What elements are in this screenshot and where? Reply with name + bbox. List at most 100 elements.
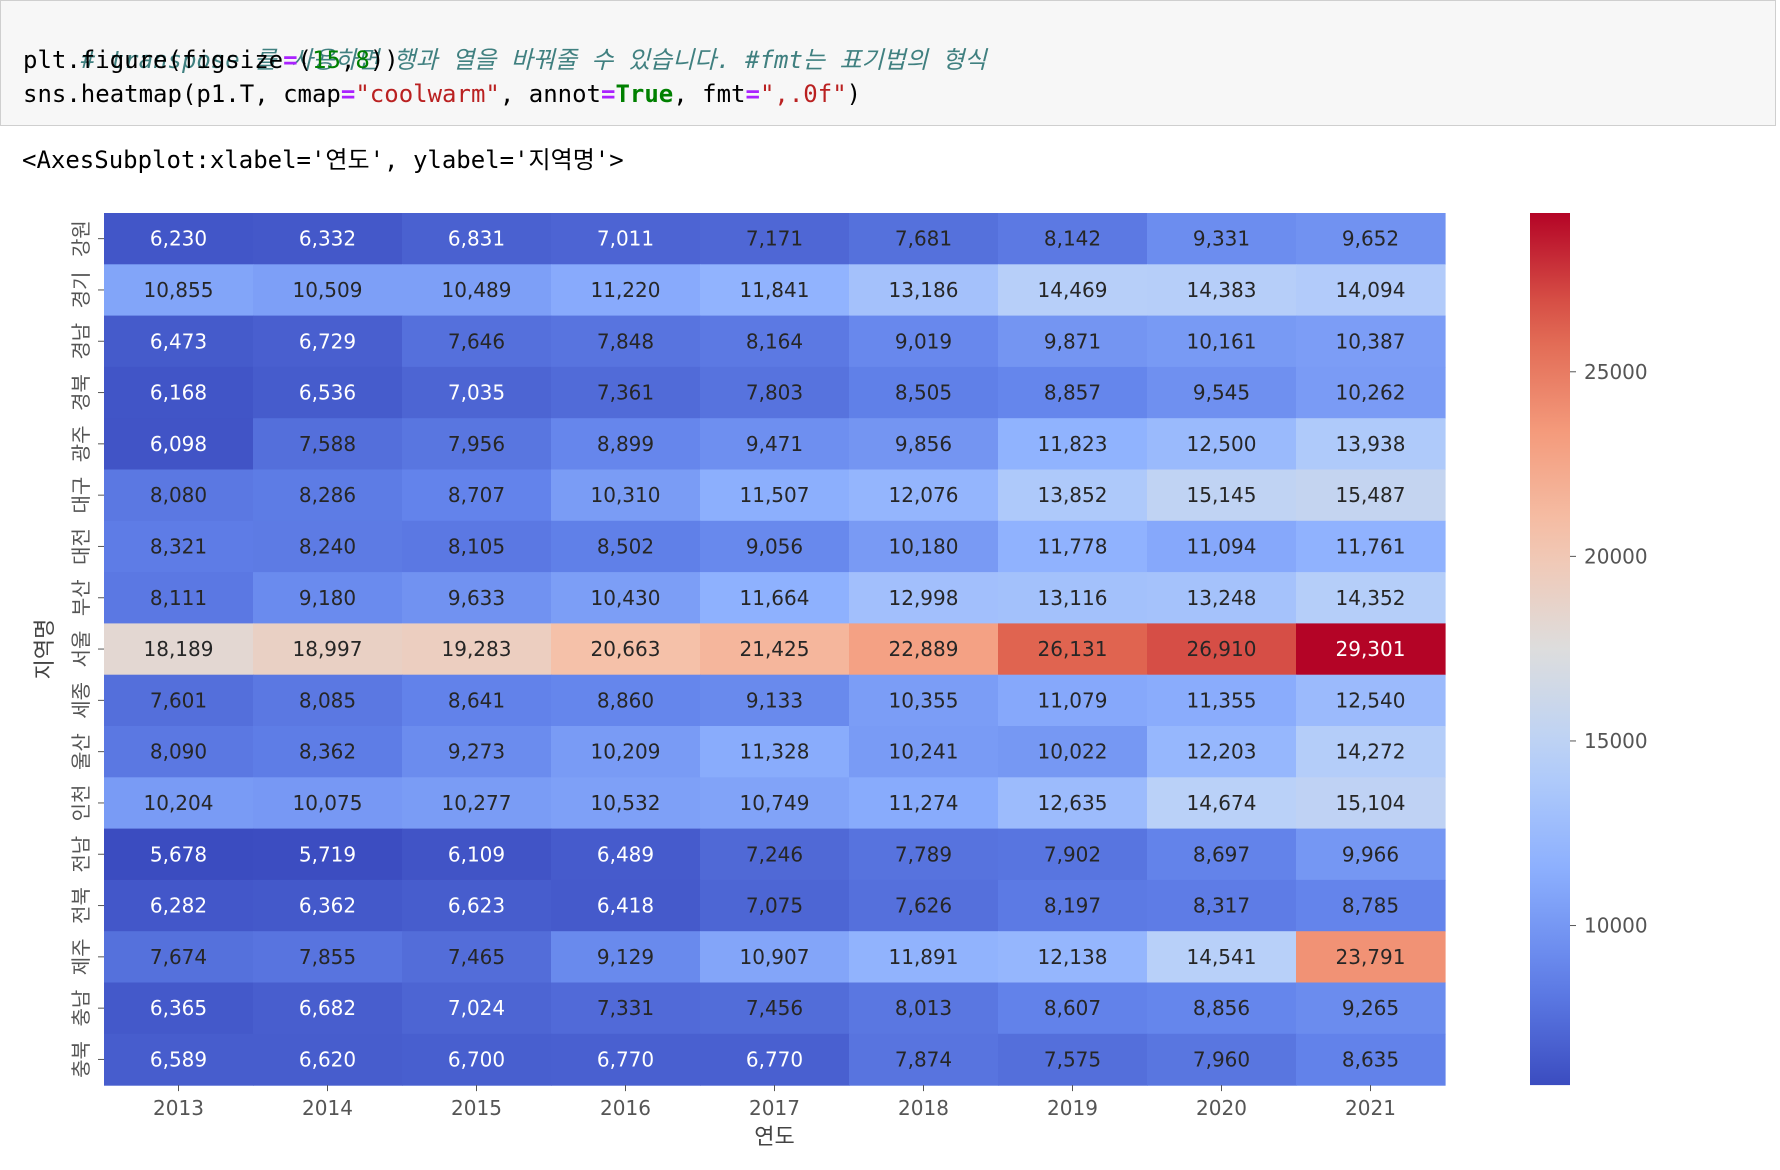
cell-annotation: 8,164 bbox=[746, 329, 803, 353]
y-tick-label: 부산 bbox=[69, 579, 93, 616]
cell-annotation: 6,682 bbox=[299, 996, 356, 1020]
cell-annotation: 10,355 bbox=[889, 688, 959, 712]
heatmap-cell bbox=[402, 418, 552, 471]
heatmap-cell bbox=[1296, 418, 1446, 471]
cell-annotation: 6,332 bbox=[299, 227, 356, 251]
heatmap-cell bbox=[1147, 879, 1297, 932]
heatmap-cell bbox=[253, 623, 403, 676]
x-axis-label: 연도 bbox=[754, 1125, 794, 1150]
heatmap-cell bbox=[849, 982, 999, 1035]
y-tick-label: 울산 bbox=[69, 733, 93, 770]
heatmap-cell bbox=[551, 572, 701, 624]
heatmap-cell bbox=[104, 1033, 254, 1086]
code-token: , bbox=[340, 46, 356, 74]
heatmap-cell bbox=[1147, 572, 1297, 624]
cell-annotation: 10,310 bbox=[591, 483, 661, 507]
heatmap-cell bbox=[998, 777, 1148, 830]
cell-annotation: 8,607 bbox=[1044, 996, 1101, 1020]
cell-annotation: 5,719 bbox=[299, 842, 356, 866]
cell-annotation: 9,056 bbox=[746, 534, 803, 558]
heatmap-cell bbox=[849, 418, 999, 471]
heatmap-cell bbox=[1147, 623, 1297, 676]
y-tick-label: 강원 bbox=[69, 220, 93, 257]
heatmap-cell bbox=[1147, 726, 1297, 778]
cell-annotation: 7,035 bbox=[448, 381, 505, 405]
heatmap-cell bbox=[104, 879, 254, 932]
heatmap-cell bbox=[104, 213, 254, 265]
heatmap-cell bbox=[1147, 213, 1297, 265]
heatmap-cell bbox=[253, 931, 403, 984]
cell-annotation: 12,500 bbox=[1187, 432, 1257, 456]
code-operator: = bbox=[283, 46, 298, 74]
cell-annotation: 13,938 bbox=[1336, 432, 1406, 456]
heatmap-cell bbox=[1147, 366, 1297, 419]
cell-annotation: 21,425 bbox=[740, 637, 810, 661]
heatmap-cell bbox=[849, 879, 999, 932]
cell-annotation: 7,588 bbox=[299, 432, 356, 456]
heatmap-chart: 6,230 6,332 6,831 7,011 7,171 7,681 8,142 9,331… bbox=[33, 213, 1648, 1150]
heatmap-cell bbox=[104, 931, 254, 984]
heatmap-cell bbox=[998, 982, 1148, 1035]
cell-annotation: 6,700 bbox=[448, 1047, 505, 1071]
cell-annotation: 8,321 bbox=[150, 534, 207, 558]
cell-annotation: 7,361 bbox=[597, 381, 654, 405]
cell-annotation: 6,473 bbox=[150, 329, 207, 353]
x-tick-label: 2014 bbox=[302, 1096, 353, 1120]
cell-annotation: 10,532 bbox=[591, 791, 661, 815]
cell-annotation: 11,841 bbox=[740, 278, 810, 302]
colorbar bbox=[1530, 213, 1570, 1086]
heatmap-cell bbox=[1296, 828, 1446, 881]
heatmap-cell bbox=[700, 572, 850, 624]
code-token: , annot bbox=[499, 80, 601, 108]
cell-annotation: 8,013 bbox=[895, 996, 952, 1020]
heatmap-cell bbox=[998, 418, 1148, 471]
cell-annotation: 6,620 bbox=[299, 1047, 356, 1071]
heatmap-cell bbox=[551, 982, 701, 1035]
cell-annotation: 7,171 bbox=[746, 227, 803, 251]
heatmap-cell bbox=[1147, 418, 1297, 471]
heatmap-cell bbox=[104, 674, 254, 727]
heatmap-cell bbox=[104, 264, 254, 317]
heatmap-cell bbox=[700, 674, 850, 727]
heatmap-cell bbox=[551, 213, 701, 265]
heatmap-cell bbox=[849, 572, 999, 624]
code-number: 15 bbox=[312, 46, 341, 74]
heatmap-cell bbox=[253, 982, 403, 1035]
heatmap-cell bbox=[402, 572, 552, 624]
cell-annotation: 7,681 bbox=[895, 227, 952, 251]
x-tick-label: 2019 bbox=[1047, 1096, 1098, 1120]
heatmap-cell bbox=[700, 366, 850, 419]
code-token: plt.figure(figsize bbox=[23, 46, 284, 74]
heatmap-cell bbox=[104, 777, 254, 830]
code-line-figure: plt.figure(figsize=(15,8)) bbox=[23, 43, 399, 77]
cell-annotation: 7,626 bbox=[895, 894, 952, 918]
cell-annotation: 10,907 bbox=[740, 945, 810, 969]
heatmap-cell bbox=[1296, 1033, 1446, 1086]
heatmap-cell bbox=[700, 879, 850, 932]
heatmap-cell bbox=[998, 366, 1148, 419]
heatmap-cell bbox=[104, 520, 254, 573]
cell-annotation: 8,635 bbox=[1342, 1047, 1399, 1071]
code-operator: = bbox=[340, 80, 356, 108]
cell-annotation: 7,855 bbox=[299, 945, 356, 969]
y-tick-label: 서울 bbox=[69, 631, 93, 668]
heatmap-cell bbox=[849, 520, 999, 573]
cell-annotation: 9,133 bbox=[746, 688, 803, 712]
cell-annotation: 7,902 bbox=[1044, 842, 1101, 866]
cell-annotation: 7,601 bbox=[150, 688, 207, 712]
heatmap-cell bbox=[1296, 623, 1446, 676]
heatmap-cell bbox=[402, 469, 552, 522]
cell-annotation: 7,674 bbox=[150, 945, 207, 969]
code-line-heatmap: sns.heatmap(p1.T, cmap="coolwarm", annot… bbox=[23, 77, 861, 111]
heatmap-cell bbox=[998, 520, 1148, 573]
cell-annotation: 15,104 bbox=[1336, 791, 1406, 815]
heatmap-cell bbox=[998, 264, 1148, 317]
cell-annotation: 6,109 bbox=[448, 842, 505, 866]
cell-annotation: 6,362 bbox=[299, 894, 356, 918]
cell-annotation: 8,857 bbox=[1044, 381, 1101, 405]
cell-annotation: 7,956 bbox=[448, 432, 505, 456]
cell-annotation: 19,283 bbox=[442, 637, 512, 661]
code-cell[interactable]: # transpose 를 사용하면 행과 열을 바꿔줄 수 있습니다. #fm… bbox=[0, 0, 1776, 126]
heatmap-cell bbox=[849, 1033, 999, 1086]
heatmap-cell bbox=[402, 623, 552, 676]
